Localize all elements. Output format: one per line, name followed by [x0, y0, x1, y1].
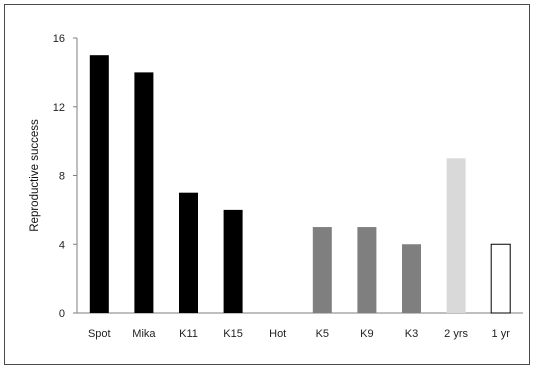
y-tick-label: 0 [59, 308, 65, 320]
bar-1-yr [490, 243, 511, 314]
x-tick-label: 1 yr [492, 328, 511, 340]
bar-k15 [223, 209, 243, 313]
bar-2-yrs [446, 158, 466, 313]
x-tick-label: Spot [88, 328, 111, 340]
x-tick-label: K3 [405, 328, 418, 340]
bar-k11 [179, 192, 198, 313]
y-tick-label: 8 [59, 171, 65, 183]
bar-spot [89, 55, 109, 313]
y-axis [73, 37, 78, 314]
bar-k5 [312, 227, 332, 313]
x-tick-label: Mika [132, 328, 156, 340]
x-tick-label: 2 yrs [444, 328, 468, 340]
bars [89, 55, 511, 314]
x-tick-label: K9 [360, 328, 373, 340]
bar-mika [134, 72, 154, 313]
x-tick-labels: Spot Mika K11 K15 Hot K5 K9 K3 2 yrs 1 yr [88, 328, 510, 340]
x-tick-label: K15 [223, 328, 243, 340]
y-tick-labels: 0 4 8 12 16 [53, 33, 65, 320]
y-tick-label: 12 [53, 102, 65, 114]
y-tick-label: 4 [59, 239, 65, 251]
x-tick-label: K5 [316, 328, 329, 340]
x-tick-label: K11 [179, 328, 198, 340]
bar-k3 [402, 244, 421, 313]
y-axis-label: Reproductive success [29, 119, 41, 232]
bar-k9 [357, 227, 377, 313]
x-tick-label: Hot [269, 328, 286, 340]
y-tick-label: 16 [53, 33, 65, 45]
